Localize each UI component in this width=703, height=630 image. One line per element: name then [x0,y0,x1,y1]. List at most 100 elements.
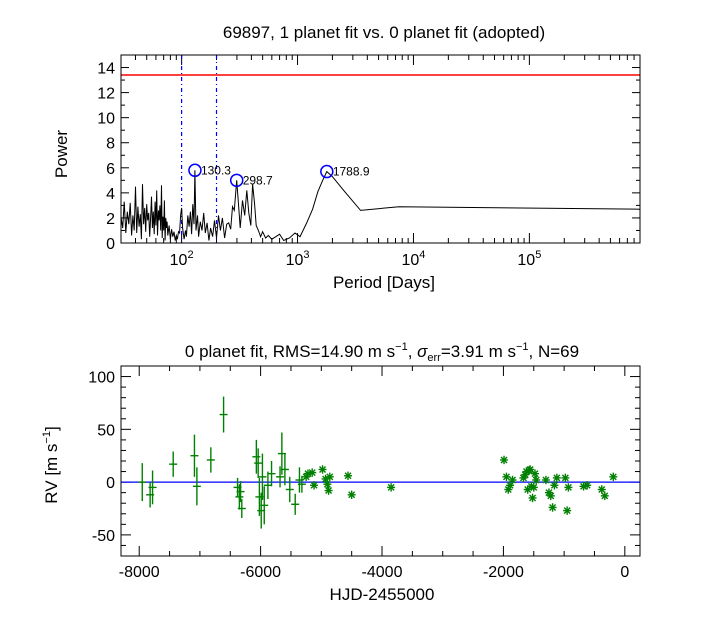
rv-point [263,471,272,499]
rv-point [236,481,245,503]
peak-marker [229,173,244,188]
point-marker [325,487,333,495]
rv-point [291,493,300,515]
point-marker [529,494,537,502]
rv-point [219,396,228,433]
y-tick-label: 50 [97,422,115,439]
point-marker [344,472,352,480]
point-marker [583,481,591,489]
rv-point [169,451,178,477]
rv-point [344,471,353,480]
y-tick-label: 12 [97,86,115,103]
rv-point [597,485,606,494]
rv-x-label: HJD-2455000 [330,585,435,604]
rv-point [237,499,246,518]
y-tick-label: -50 [92,528,115,545]
rv-point [297,475,306,493]
periodogram-peaks: 130.3 298.7 1788.9 [188,163,370,188]
rv-point [258,453,267,501]
rv-point [308,468,317,477]
peak-label: 130.3 [201,163,231,177]
periodogram-ticks: 0 2 4 6 8 10 12 14 102 103 104 105 [97,55,640,269]
rv-point [325,472,334,482]
point-marker [532,476,540,484]
rv-point [609,472,618,482]
rv-point [508,475,517,485]
periodogram-x-label: Period [Days] [333,273,435,292]
y-tick-label: 6 [106,161,115,178]
rv-point [138,463,147,502]
x-tick-label: 105 [517,249,541,269]
point-marker [348,491,356,499]
point-marker [323,480,331,488]
point-marker [387,483,395,491]
y-tick-label: 14 [97,61,115,78]
x-tick-label: -8000 [119,564,160,581]
point-marker [310,481,318,489]
point-marker [601,492,609,500]
rv-point [276,466,285,488]
rv-point [252,439,261,474]
rv-point [529,483,538,492]
peak-marker [320,164,334,179]
point-marker [526,465,534,473]
rv-point [318,465,327,474]
point-marker [542,476,550,484]
peak-label: 1788.9 [333,165,370,179]
rv-point [563,506,572,515]
rv-point [600,491,609,501]
rv-point [192,467,201,506]
y-tick-label: 10 [97,111,115,128]
rv-point [561,473,570,483]
point-marker [500,456,508,464]
y-tick-label: 4 [106,186,115,203]
rv-point [552,473,561,483]
point-marker [564,483,572,491]
point-marker [308,469,316,477]
periodogram-curve [120,170,641,242]
x-tick-label: -4000 [362,564,403,581]
rv-point [564,483,573,492]
y-tick-label: 0 [106,475,115,492]
y-tick-label: 100 [88,370,115,387]
rv-point [323,480,332,489]
rv-point [528,493,537,503]
point-marker [561,474,569,482]
rv-point [190,434,199,477]
point-marker [502,473,510,481]
rv-point [530,469,539,478]
rv-point [254,448,263,478]
rv-point [546,491,555,501]
rv-title: 0 planet fit, RMS=14.90 m s−1, σerr=3.91… [185,341,579,364]
rv-points [138,396,618,529]
x-tick-label: 0 [620,564,629,581]
periodogram-panel: 69897, 1 planet fit vs. 0 planet fit (ad… [52,23,641,292]
rv-point [583,481,592,490]
rv-point [500,455,509,465]
point-marker [531,470,539,478]
rv-point [206,447,215,473]
rv-point [267,461,276,487]
peak-marker [188,163,202,178]
rv-point [550,481,559,490]
peak-label: 298.7 [243,173,273,187]
x-tick-label: 104 [401,249,425,269]
x-tick-label: 102 [170,249,194,269]
point-marker [549,503,557,511]
rv-point [148,470,157,505]
rv-point [347,490,356,499]
point-marker [530,483,538,491]
point-marker [547,492,555,500]
y-tick-label: 8 [106,136,115,153]
point-marker [550,481,558,489]
x-tick-label: -6000 [240,564,281,581]
point-marker [553,474,561,482]
point-marker [319,465,327,473]
rv-point [548,503,557,512]
rv-point [387,483,396,492]
rv-y-label: RV [m s−1] [41,426,61,503]
x-tick-label: 103 [286,249,310,269]
rv-point [280,453,289,486]
rv-point [502,472,511,482]
